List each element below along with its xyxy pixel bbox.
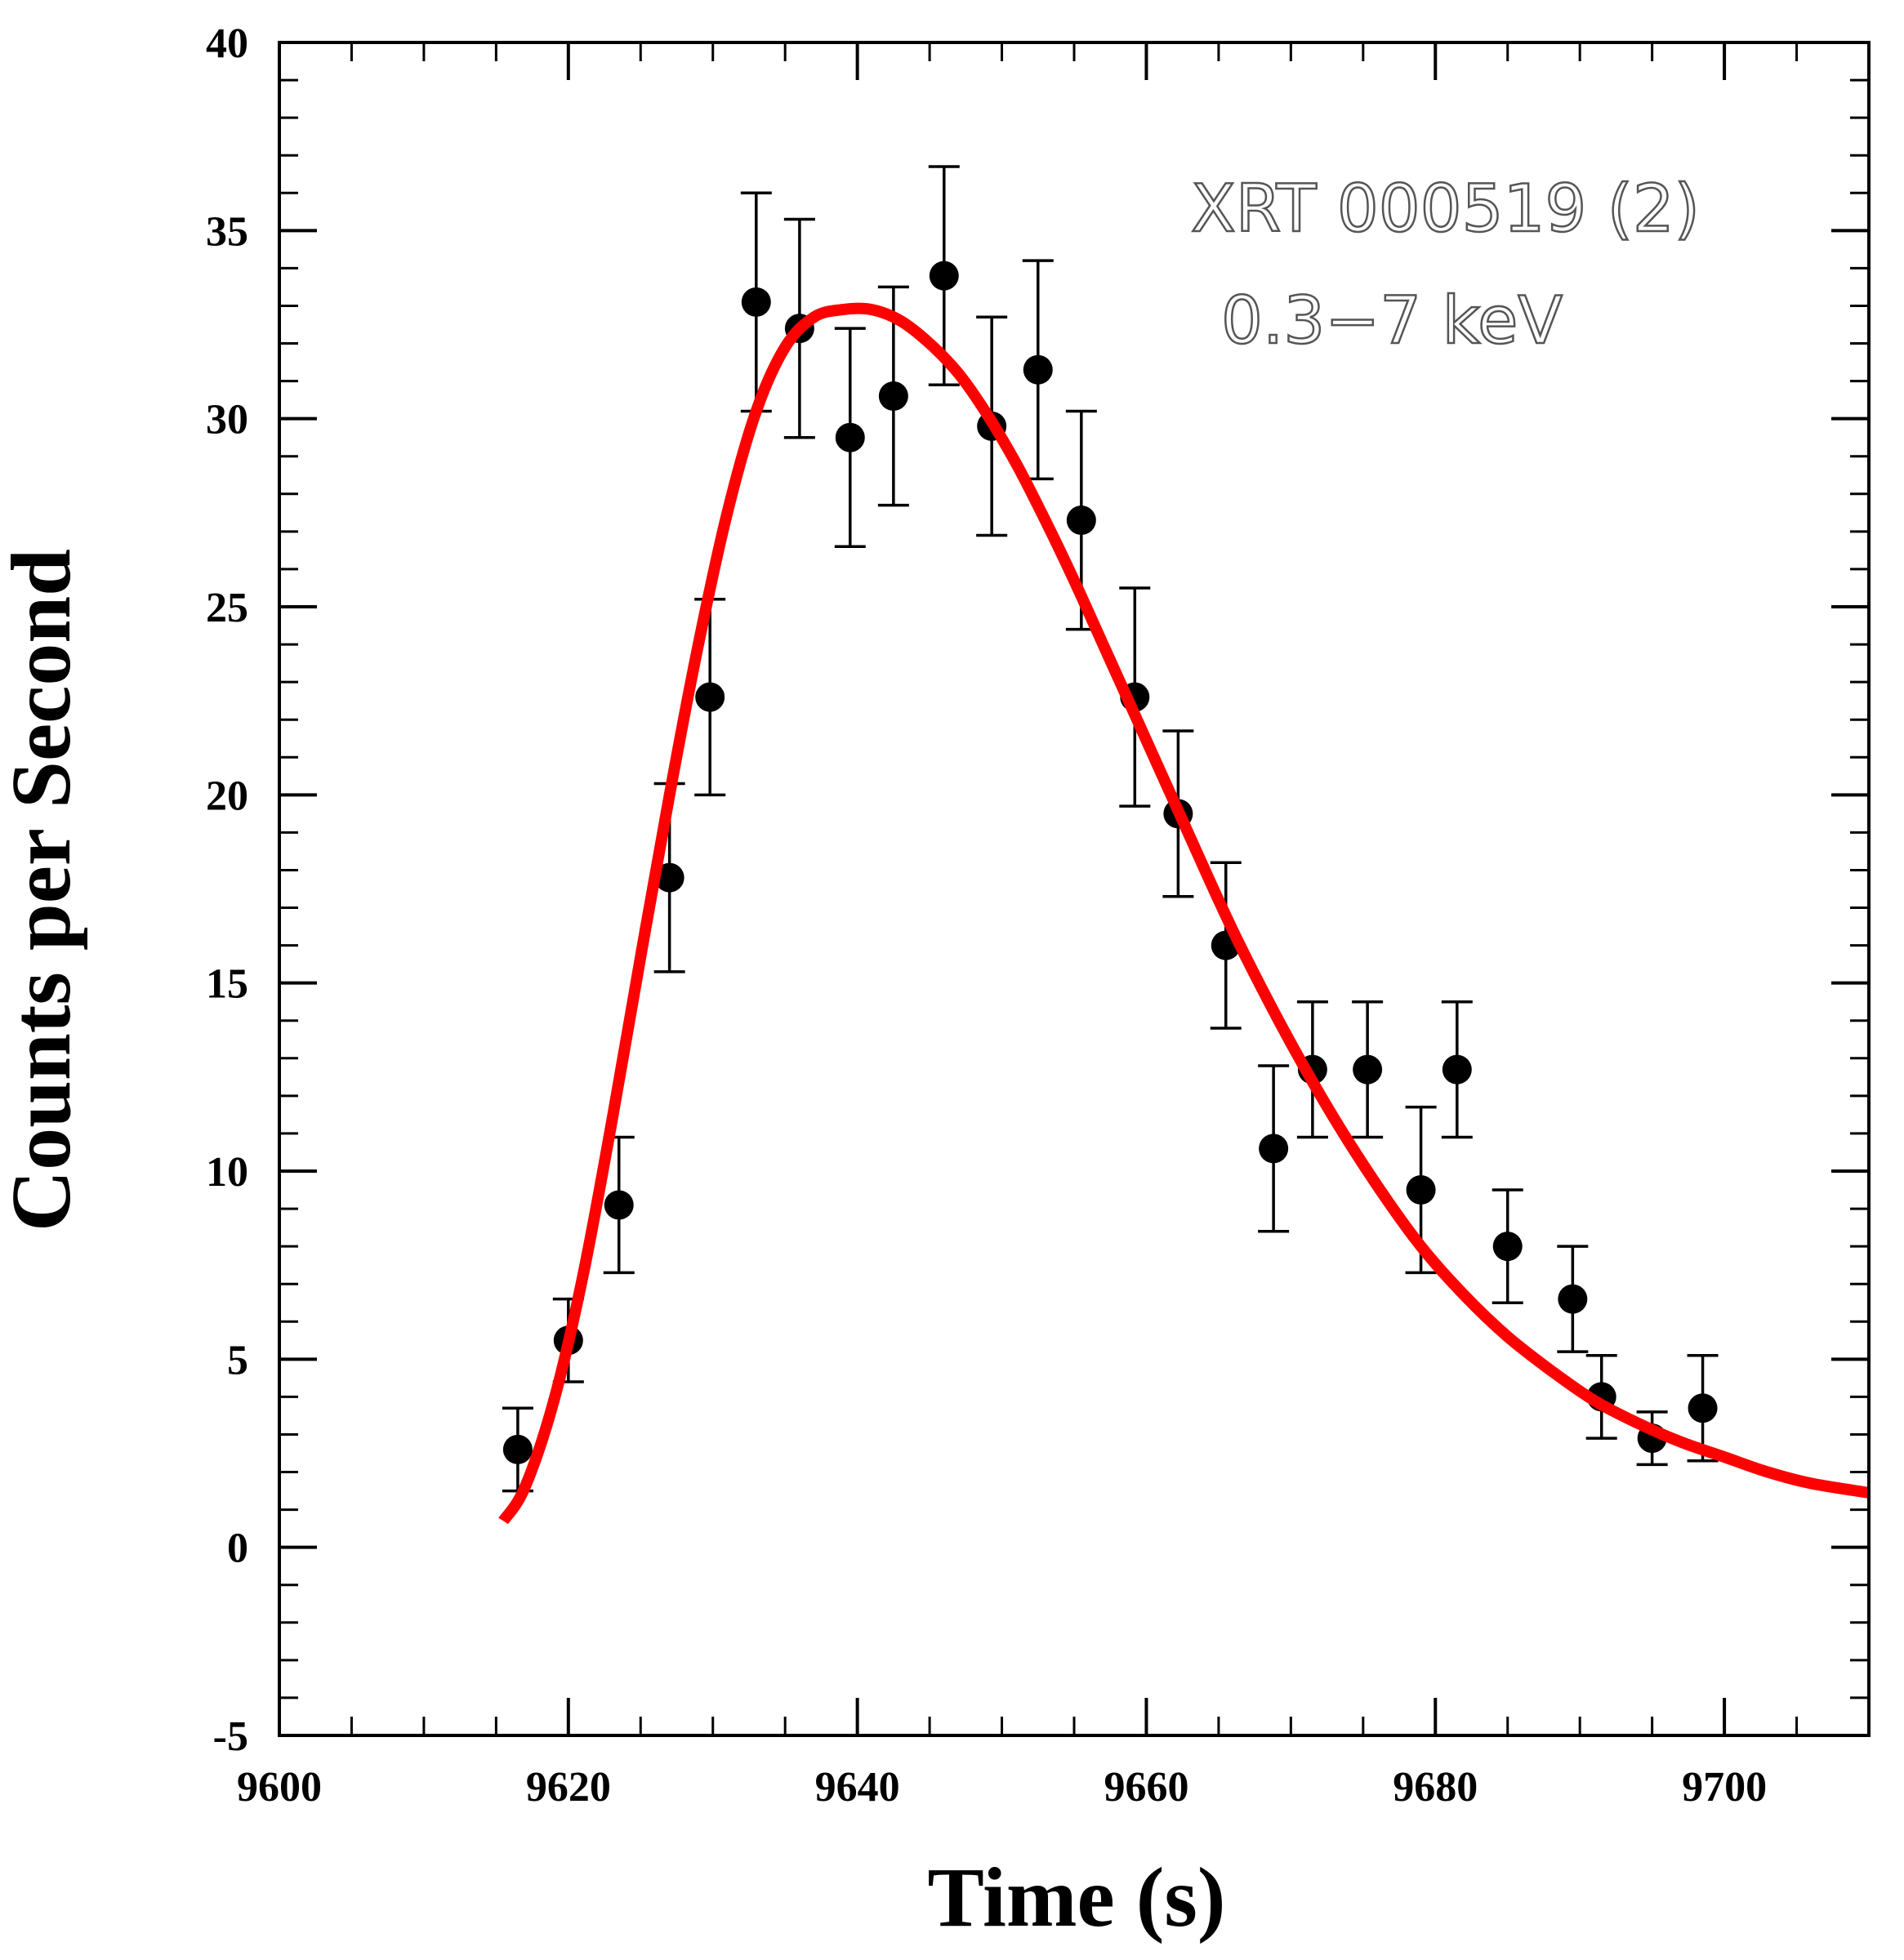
data-point — [695, 682, 725, 712]
x-tick-label: 9640 — [815, 1764, 900, 1811]
data-point — [929, 261, 959, 291]
error-bars — [502, 165, 1719, 1493]
data-point — [502, 1434, 533, 1464]
model-fit-curve — [498, 302, 1871, 1525]
y-tick-label: 35 — [206, 208, 248, 255]
annotation-energy-band: 0.3−7 keV — [1221, 283, 1563, 359]
data-point — [1442, 1054, 1472, 1085]
data-point — [1492, 1232, 1523, 1262]
data-point — [1558, 1284, 1588, 1314]
data-point — [604, 1190, 634, 1220]
axes — [278, 41, 1871, 1737]
data-point — [1353, 1054, 1383, 1085]
annotation-title: XRT 000519 (2) — [1191, 171, 1700, 247]
x-tick-label: 9680 — [1393, 1764, 1478, 1811]
x-tick-labels: 9600 9620 9640 9660 9680 9700 — [237, 1764, 1767, 1811]
data-point — [835, 422, 865, 452]
data-point — [1406, 1175, 1436, 1205]
plot-frame — [278, 41, 1871, 1737]
y-tick-label: 40 — [206, 20, 248, 67]
y-tick-label: 5 — [227, 1337, 248, 1383]
data-point — [878, 381, 908, 412]
data-point — [1259, 1134, 1289, 1164]
x-tick-label: 9660 — [1104, 1764, 1188, 1811]
data-point — [1023, 354, 1053, 385]
y-tick-label: 20 — [206, 773, 248, 819]
y-tick-label: 25 — [206, 585, 248, 631]
x-axis-title: Time (s) — [928, 1851, 1226, 1944]
data-point — [741, 287, 771, 317]
y-tick-labels: -5 0 5 10 15 20 25 30 35 40 — [206, 20, 248, 1760]
data-point — [654, 862, 684, 893]
data-point — [1066, 506, 1096, 536]
y-tick-label: 0 — [227, 1526, 248, 1572]
y-tick-label: 15 — [206, 961, 248, 1008]
y-tick-label: -5 — [213, 1713, 248, 1760]
x-tick-label: 9620 — [526, 1764, 611, 1811]
y-tick-label: 30 — [206, 397, 248, 443]
y-tick-label: 10 — [206, 1149, 248, 1196]
y-axis-title: Counts per Second — [0, 549, 88, 1232]
x-tick-label: 9600 — [237, 1764, 322, 1811]
data-points — [502, 261, 1718, 1464]
x-tick-label: 9700 — [1682, 1764, 1767, 1811]
data-point — [1688, 1393, 1718, 1423]
